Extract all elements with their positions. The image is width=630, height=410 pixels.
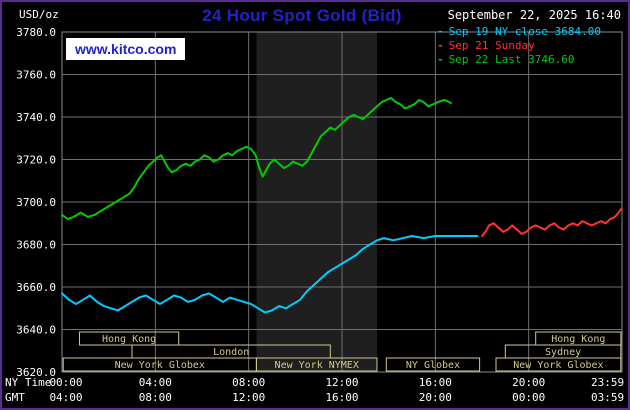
series-line-sep22 [61, 96, 452, 220]
legend: - Sep 19 NY close 3684.00 - Sep 21 Sunday … [437, 25, 601, 67]
series-line-sep21 [481, 207, 623, 237]
y-tick-label: 3740.0 [16, 111, 56, 124]
x-tick-ny-time: 16:00 [419, 376, 452, 389]
x-tick-gmt: 00:00 [512, 391, 545, 404]
x-axis-caption-gmt: GMT [5, 391, 25, 404]
x-tick-gmt: 16:00 [325, 391, 358, 404]
session-box [79, 331, 180, 346]
legend-label-sep22: Sep 22 Last 3746.60 [448, 53, 575, 66]
legend-dash-sep19: - [437, 25, 444, 38]
legend-item-sep22: - Sep 22 Last 3746.60 [437, 53, 601, 67]
y-tick-label: 3720.0 [16, 154, 56, 167]
x-tick-gmt: 12:00 [232, 391, 265, 404]
legend-dash-sep22: - [437, 53, 444, 66]
y-tick-label: 3680.0 [16, 239, 56, 252]
legend-dash-sep21: - [437, 39, 444, 52]
x-tick-ny-time: 23:59 [591, 376, 624, 389]
session-box [385, 357, 481, 372]
x-tick-ny-time: 00:00 [49, 376, 82, 389]
x-tick-gmt: 03:59 [591, 391, 624, 404]
session-box [495, 357, 622, 372]
x-tick-gmt: 04:00 [49, 391, 82, 404]
y-tick-label: 3660.0 [16, 281, 56, 294]
session-label: Hong Kong [551, 334, 605, 345]
x-tick-ny-time: 20:00 [512, 376, 545, 389]
session-label: Hong Kong [102, 334, 156, 345]
session-label: NY Globex [406, 360, 460, 371]
x-axis-caption-ny-time: NY Time [5, 376, 51, 389]
x-tick-gmt: 08:00 [139, 391, 172, 404]
session-box [255, 357, 378, 372]
legend-item-sep19: - Sep 19 NY close 3684.00 [437, 25, 601, 39]
kitco-watermark-link[interactable]: www.kitco.com [66, 38, 186, 60]
x-tick-gmt: 20:00 [419, 391, 452, 404]
legend-label-sep21: Sep 21 Sunday [448, 39, 535, 52]
series-line-sep19 [61, 235, 479, 314]
y-tick-label: 3780.0 [16, 26, 56, 39]
y-axis-units-label: USD/oz [19, 8, 59, 21]
session-label: Sydney [545, 347, 581, 358]
x-tick-ny-time: 08:00 [232, 376, 265, 389]
chart-datetime: September 22, 2025 16:40 [447, 8, 621, 22]
chart-title: 24 Hour Spot Gold (Bid) [202, 6, 402, 25]
y-tick-label: 3760.0 [16, 69, 56, 82]
session-label: London [213, 347, 249, 358]
legend-label-sep19: Sep 19 NY close 3684.00 [448, 25, 601, 38]
legend-item-sep21: - Sep 21 Sunday [437, 39, 601, 53]
session-label: New York Globex [513, 360, 603, 371]
plot-frame [61, 31, 623, 373]
x-tick-ny-time: 12:00 [325, 376, 358, 389]
session-label: New York NYMEX [275, 360, 359, 371]
y-tick-label: 3700.0 [16, 196, 56, 209]
x-tick-ny-time: 04:00 [139, 376, 172, 389]
session-label: New York Globex [115, 360, 205, 371]
y-tick-label: 3640.0 [16, 324, 56, 337]
y-tick-label: 3620.0 [16, 366, 56, 379]
